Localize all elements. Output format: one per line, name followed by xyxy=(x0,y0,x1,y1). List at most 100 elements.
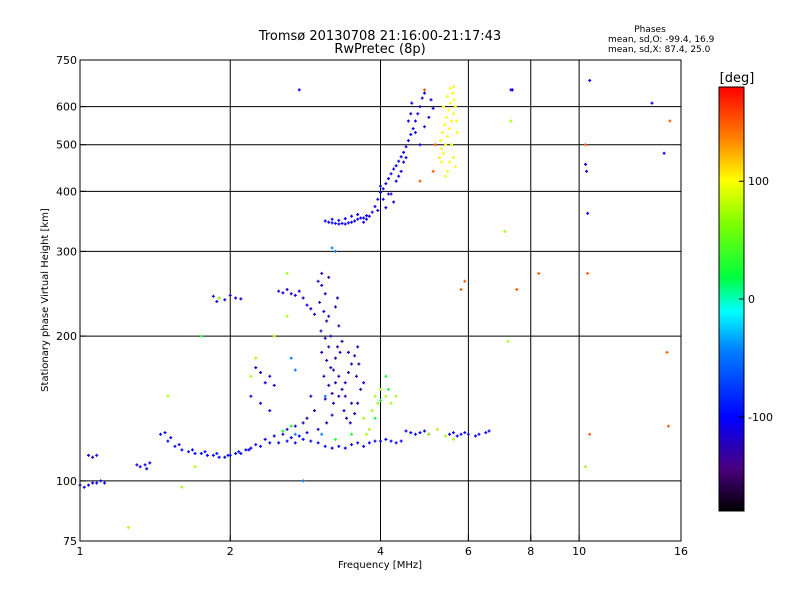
data-point xyxy=(301,479,305,483)
data-point xyxy=(323,219,327,223)
data-point xyxy=(327,220,331,224)
data-point xyxy=(350,443,354,447)
data-point xyxy=(509,119,513,123)
data-point xyxy=(330,413,334,417)
data-point xyxy=(272,334,276,338)
data-point xyxy=(329,334,333,338)
data-point xyxy=(418,179,422,183)
data-point xyxy=(446,135,450,139)
data-point xyxy=(379,439,382,443)
data-point xyxy=(228,293,232,297)
data-point xyxy=(397,174,401,178)
data-point xyxy=(193,465,197,469)
data-point xyxy=(148,461,152,465)
data-point xyxy=(340,387,344,391)
data-point xyxy=(384,374,388,378)
data-point xyxy=(477,432,481,436)
data-point xyxy=(333,437,337,441)
data-point xyxy=(281,432,285,436)
data-point xyxy=(413,119,417,123)
data-point xyxy=(455,131,459,135)
data-point xyxy=(340,221,344,225)
data-point xyxy=(399,155,403,159)
x-tick-label: 6 xyxy=(465,545,472,558)
data-point xyxy=(402,150,406,154)
data-point xyxy=(323,394,327,398)
y-tick-label: 600 xyxy=(56,101,77,114)
data-point xyxy=(449,119,453,123)
data-point xyxy=(343,446,347,450)
data-point xyxy=(455,119,459,123)
data-point xyxy=(331,368,335,372)
data-point xyxy=(394,394,398,398)
data-point xyxy=(289,356,293,360)
data-point xyxy=(237,450,241,454)
data-point xyxy=(323,292,327,296)
data-point xyxy=(343,394,347,398)
data-point xyxy=(193,452,197,456)
x-tick-label: 8 xyxy=(527,545,534,558)
data-point xyxy=(665,350,669,354)
chart-title: Tromsø 20130708 21:16:00-21:17:43 xyxy=(258,29,501,44)
data-point xyxy=(333,249,337,253)
data-point xyxy=(293,368,297,372)
data-point xyxy=(392,200,396,204)
colorbar-tick-label: -100 xyxy=(748,411,773,424)
data-point xyxy=(316,427,320,431)
chart-subtitle: RwPretec (8p) xyxy=(334,42,425,57)
data-point xyxy=(376,401,380,405)
data-point xyxy=(333,381,337,385)
data-point xyxy=(466,432,470,436)
data-point xyxy=(362,216,366,220)
data-point xyxy=(343,222,347,226)
data-point xyxy=(305,416,309,420)
data-point xyxy=(429,98,433,102)
data-point xyxy=(239,297,243,301)
data-point xyxy=(373,439,377,443)
data-point xyxy=(82,485,86,489)
data-point xyxy=(322,374,326,378)
data-point xyxy=(180,485,184,489)
data-point xyxy=(285,314,289,318)
data-point xyxy=(293,432,297,436)
data-point xyxy=(357,362,361,366)
data-point xyxy=(211,294,215,298)
data-point xyxy=(537,271,541,275)
data-point xyxy=(376,197,380,201)
data-point xyxy=(379,184,382,188)
data-point xyxy=(199,334,203,338)
data-point xyxy=(190,448,194,452)
colorbar-ticks: 100 0 -100 xyxy=(739,175,773,424)
data-point xyxy=(367,441,371,445)
data-point xyxy=(459,287,463,291)
data-point xyxy=(397,159,401,163)
data-point xyxy=(249,374,253,378)
data-point xyxy=(431,169,435,173)
data-point xyxy=(126,526,130,530)
data-point xyxy=(87,483,91,487)
data-point xyxy=(451,112,455,116)
data-point xyxy=(323,444,327,448)
data-point xyxy=(439,139,443,143)
data-point xyxy=(259,444,263,448)
data-point xyxy=(234,296,238,300)
data-point xyxy=(323,397,327,401)
data-point xyxy=(418,143,422,147)
y-axis-ticks: 75 100 200 300 400 500 600 750 xyxy=(56,54,86,548)
y-tick-label: 300 xyxy=(56,245,77,258)
data-point xyxy=(392,167,396,171)
data-point xyxy=(365,214,369,218)
data-point xyxy=(272,434,276,438)
data-point xyxy=(99,479,103,483)
data-point xyxy=(340,339,344,343)
data-point xyxy=(337,374,341,378)
data-point xyxy=(484,431,488,435)
data-point xyxy=(330,246,334,250)
y-axis-label: Stationary phase Virtual Height [km] xyxy=(40,208,51,392)
data-point xyxy=(346,371,350,375)
data-point xyxy=(442,105,446,109)
data-point xyxy=(586,271,590,275)
data-point xyxy=(312,409,316,413)
x-tick-label: 16 xyxy=(674,545,688,558)
